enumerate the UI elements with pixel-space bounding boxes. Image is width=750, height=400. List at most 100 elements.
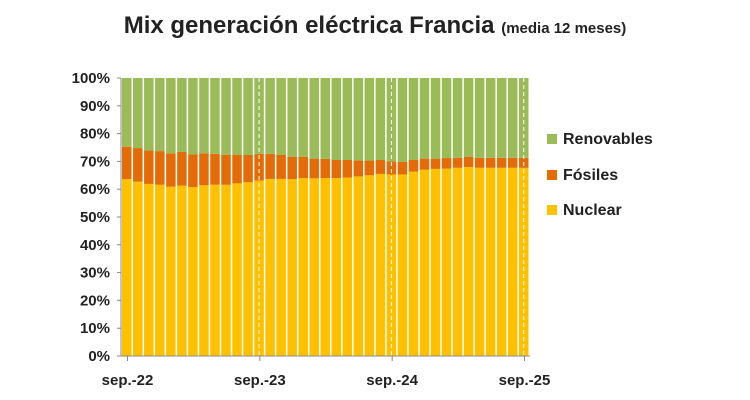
bar-renovables-13	[265, 78, 275, 154]
bar-fósiles-35	[507, 157, 518, 168]
bar-renovables-6	[188, 78, 198, 155]
bar-renovables-23	[375, 78, 386, 161]
bar-nuclear-24	[386, 174, 397, 356]
bar-nuclear-34	[496, 167, 507, 356]
bar-nuclear-33	[485, 167, 496, 356]
bar-renovables-10	[232, 78, 242, 156]
bar-nuclear-7	[199, 185, 209, 356]
bar-fósiles-27	[419, 158, 430, 170]
bar-renovables-26	[408, 78, 419, 161]
bar-fósiles-2	[144, 150, 154, 184]
bar-nuclear-16	[298, 178, 308, 356]
bar-nuclear-4	[166, 186, 176, 356]
bar-fósiles-24	[386, 161, 397, 175]
bar-fósiles-25	[397, 161, 408, 175]
y-tick-label: 90%	[80, 98, 110, 115]
bar-renovables-19	[331, 78, 342, 161]
x-tick-label: sep.-25	[499, 372, 551, 389]
bar-nuclear-26	[408, 171, 419, 356]
bar-nuclear-32	[474, 167, 485, 356]
legend-swatch	[547, 170, 557, 180]
y-tick-label: 70%	[80, 153, 110, 170]
bar-renovables-3	[155, 78, 165, 152]
y-tick-label: 60%	[80, 181, 110, 198]
bar-nuclear-23	[375, 173, 386, 356]
y-tick-label: 40%	[80, 237, 110, 254]
bar-nuclear-2	[144, 183, 154, 356]
bar-renovables-31	[463, 78, 474, 157]
y-tick-label: 80%	[80, 126, 110, 143]
bar-renovables-20	[342, 78, 353, 161]
bar-nuclear-20	[342, 177, 353, 356]
bar-renovables-24	[386, 78, 397, 162]
bar-renovables-36	[518, 78, 529, 158]
bar-fósiles-10	[232, 155, 242, 184]
bar-nuclear-6	[188, 186, 198, 356]
bar-nuclear-10	[232, 183, 242, 356]
bar-nuclear-14	[276, 178, 286, 356]
y-tick-label: 100%	[72, 70, 110, 87]
y-tick-label: 20%	[80, 292, 110, 309]
bar-nuclear-11	[243, 182, 253, 356]
bar-fósiles-23	[375, 160, 386, 174]
legend-swatch	[547, 205, 557, 215]
bar-renovables-27	[419, 78, 430, 159]
bar-nuclear-18	[320, 178, 331, 356]
bar-renovables-25	[397, 78, 408, 162]
bar-renovables-2	[144, 78, 154, 151]
bar-fósiles-9	[221, 154, 231, 185]
bar-fósiles-33	[485, 157, 496, 168]
bar-nuclear-21	[353, 176, 364, 356]
bar-nuclear-19	[331, 178, 342, 356]
bar-nuclear-27	[419, 169, 430, 356]
bar-fósiles-32	[474, 157, 485, 168]
bar-fósiles-28	[430, 158, 441, 169]
y-tick-label: 50%	[80, 209, 110, 226]
x-tick-label: sep.-24	[366, 372, 418, 389]
bar-renovables-32	[474, 78, 485, 158]
x-tick-label: sep.-23	[234, 372, 286, 389]
bar-fósiles-5	[177, 151, 187, 186]
bar-fósiles-16	[298, 156, 308, 179]
bar-nuclear-1	[133, 181, 143, 356]
legend-swatch	[547, 134, 557, 144]
chart-subtitle: (media 12 meses)	[501, 20, 627, 37]
bar-renovables-0	[122, 78, 132, 147]
bar-renovables-7	[199, 78, 209, 154]
bar-fósiles-26	[408, 160, 419, 172]
bar-renovables-18	[320, 78, 331, 159]
legend-label: Fósiles	[563, 167, 618, 184]
bar-fósiles-17	[309, 158, 319, 179]
bar-renovables-21	[353, 78, 364, 161]
bar-fósiles-6	[188, 154, 198, 187]
bar-fósiles-0	[122, 146, 132, 180]
bar-nuclear-22	[364, 175, 375, 356]
bar-fósiles-29	[441, 158, 452, 169]
bar-renovables-33	[485, 78, 496, 158]
bar-fósiles-15	[287, 156, 297, 180]
bar-fósiles-11	[243, 155, 253, 183]
bar-fósiles-22	[364, 160, 375, 176]
bar-renovables-5	[177, 78, 187, 152]
bar-fósiles-12	[254, 153, 264, 181]
bar-nuclear-9	[221, 184, 231, 356]
bar-fósiles-8	[210, 153, 220, 185]
chart-title: Mix generación eléctrica Francia (media …	[123, 12, 627, 39]
legend-label: Nuclear	[563, 202, 622, 219]
y-tick-label: 30%	[80, 265, 110, 282]
x-tick-label: sep.-22	[102, 372, 154, 389]
bar-renovables-1	[133, 78, 143, 149]
bar-fósiles-18	[320, 158, 331, 179]
bar-nuclear-17	[309, 178, 319, 356]
bar-fósiles-31	[463, 156, 474, 167]
bar-nuclear-5	[177, 185, 187, 356]
bar-nuclear-3	[155, 184, 165, 356]
bar-nuclear-31	[463, 166, 474, 356]
bar-renovables-34	[496, 78, 507, 158]
bar-renovables-30	[452, 78, 463, 158]
bar-renovables-14	[276, 78, 286, 156]
bar-nuclear-35	[507, 167, 518, 356]
bar-nuclear-13	[265, 178, 275, 356]
bar-fósiles-20	[342, 160, 353, 178]
